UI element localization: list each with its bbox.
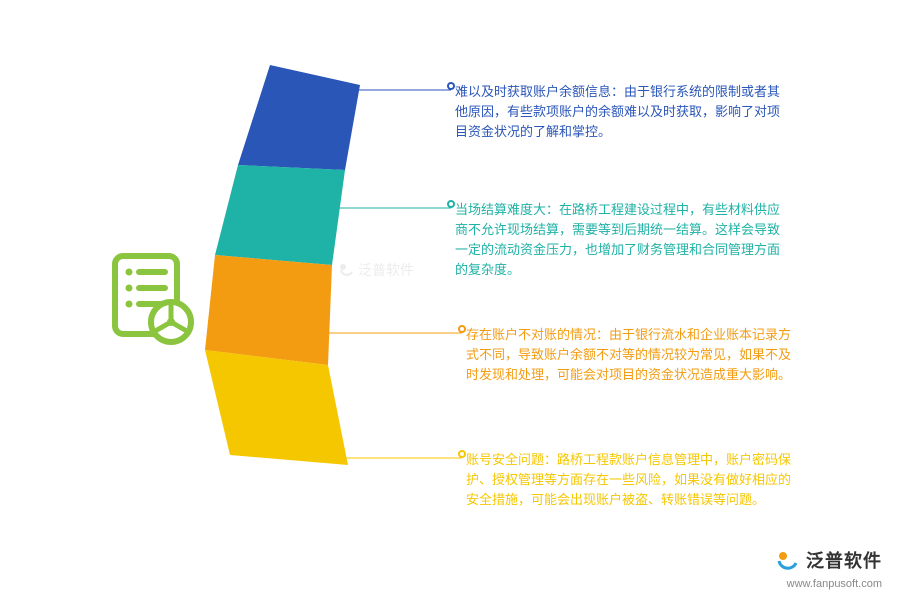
watermark-center-text: 泛普软件: [358, 260, 414, 280]
brand-url: www.fanpusoft.com: [776, 578, 882, 590]
segment-shape-4: [205, 350, 348, 465]
brand-name: 泛普软件: [806, 551, 882, 571]
document-wheel-icon: [105, 248, 205, 348]
segment-shape-1: [238, 65, 360, 170]
infographic-canvas: 泛普软件 难以及时获取账户余额信息：由于银行系统的限制或者其他原因，有些款项账户…: [0, 0, 900, 600]
watermark-center: 泛普软件: [338, 260, 414, 280]
segment-shape-3: [205, 255, 332, 365]
segment-text-3: 存在账户不对账的情况：由于银行流水和企业账本记录方式不同，导致账户余额不对等的情…: [466, 325, 791, 385]
segment-text-2: 当场结算难度大：在路桥工程建设过程中，有些材料供应商不允许现场结算，需要等到后期…: [455, 200, 780, 281]
bullet-dot-4: [458, 450, 466, 458]
bullet-dot-2: [447, 200, 455, 208]
bullet-dot-3: [458, 325, 466, 333]
segment-text-1: 难以及时获取账户余额信息：由于银行系统的限制或者其他原因，有些款项账户的余额难以…: [455, 82, 780, 142]
bullet-dot-1: [447, 82, 455, 90]
segment-shape-2: [215, 165, 345, 265]
segment-text-4: 账号安全问题：路桥工程款账户信息管理中，账户密码保护、授权管理等方面存在一些风险…: [466, 450, 791, 510]
brand-logo-icon: [776, 549, 798, 576]
brand-footer: 泛普软件 www.fanpusoft.com: [776, 547, 882, 590]
